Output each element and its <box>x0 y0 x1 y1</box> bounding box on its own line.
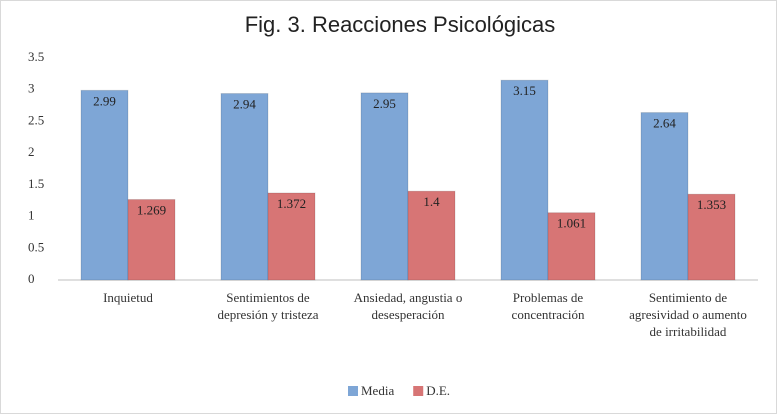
x-tick-label: Problemas de concentración <box>511 290 585 322</box>
legend-swatch <box>413 386 424 396</box>
value-label: 1.353 <box>697 197 726 212</box>
legend-label: D.E. <box>426 383 450 398</box>
value-label: 1.269 <box>137 202 166 217</box>
bar <box>547 212 596 281</box>
value-label: 1.4 <box>423 194 440 209</box>
y-tick-label: 2.5 <box>28 112 44 127</box>
bar <box>407 190 456 281</box>
legend-swatch <box>348 386 358 396</box>
value-label: 1.372 <box>277 196 306 211</box>
value-label: 2.95 <box>373 96 396 111</box>
value-label: 2.64 <box>653 116 676 131</box>
x-tick-label: Sentimientos de depresión y tristeza <box>217 290 319 322</box>
y-tick-label: 2 <box>28 144 35 159</box>
y-tick-label: 3.5 <box>28 49 44 64</box>
bar <box>687 193 736 281</box>
y-tick-label: 3 <box>28 81 35 96</box>
legend-label: Media <box>361 383 394 398</box>
bar <box>360 92 409 281</box>
x-tick-label: Inquietud <box>103 290 153 305</box>
y-tick-label: 1.5 <box>28 176 44 191</box>
chart-title: Fig. 3. Reacciones Psicológicas <box>245 12 556 37</box>
y-tick-label: 0.5 <box>28 239 44 254</box>
bar <box>500 79 549 281</box>
value-label: 1.061 <box>557 216 586 231</box>
value-label: 2.94 <box>233 97 256 112</box>
value-label: 3.15 <box>513 83 536 98</box>
y-tick-label: 1 <box>28 208 35 223</box>
value-label: 2.99 <box>93 93 116 108</box>
x-tick-label: Ansiedad, angustia o desesperación <box>353 290 463 322</box>
bar <box>640 112 689 281</box>
bar <box>127 199 176 281</box>
y-tick-label: 0 <box>28 271 35 286</box>
x-tick-label: Sentimiento de agresividad o aumento de … <box>629 290 747 339</box>
bar <box>80 89 129 281</box>
bar <box>267 192 316 281</box>
bar <box>220 93 269 281</box>
